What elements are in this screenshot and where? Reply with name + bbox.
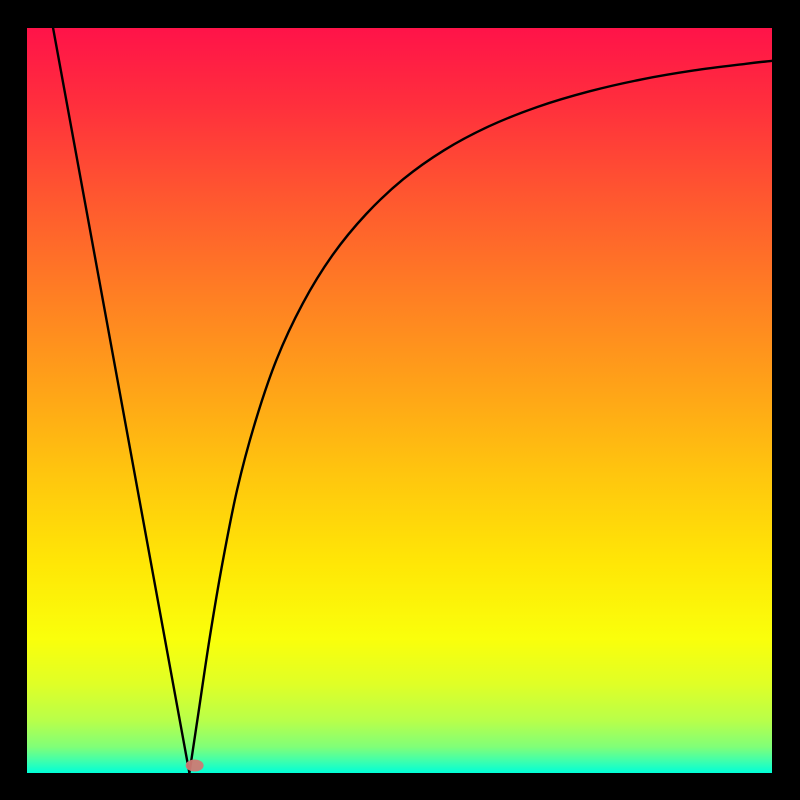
plot-background [27, 28, 772, 773]
chart-container: TheBottleneck.com [0, 0, 800, 800]
minimum-marker [186, 760, 204, 772]
bottleneck-chart [0, 0, 800, 800]
